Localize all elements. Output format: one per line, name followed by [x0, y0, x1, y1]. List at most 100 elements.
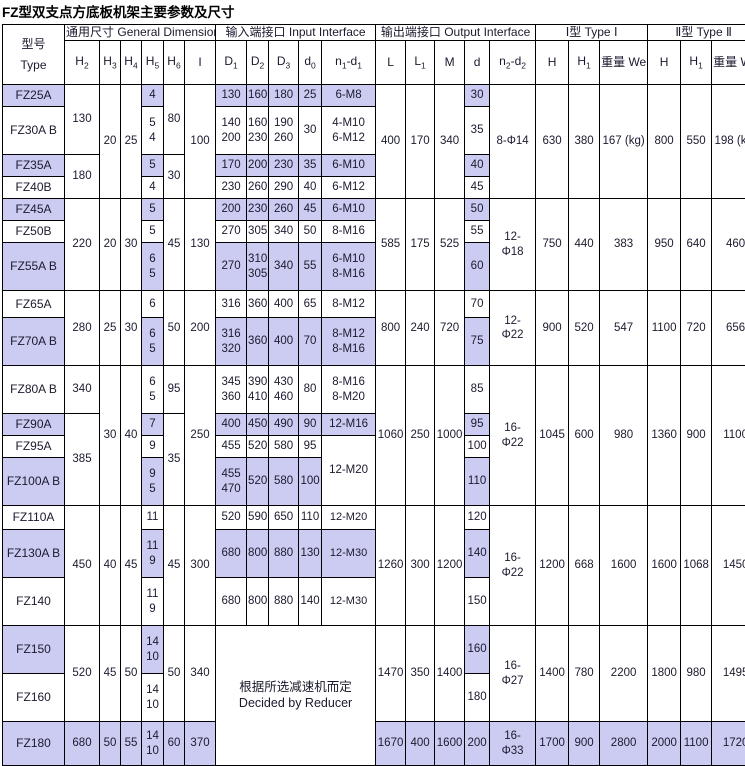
cell-h4: 40 — [121, 366, 142, 506]
cell-type2-weight: 656 — [712, 291, 745, 366]
cell-l1: 300 — [406, 506, 435, 626]
h5-a: 14 — [143, 635, 162, 649]
cell-h6: 80 — [164, 85, 185, 155]
cell-d: 55 — [465, 221, 490, 243]
d2-b: 230 — [248, 131, 267, 145]
h5-a: 5 — [143, 116, 162, 130]
table-row: FZ25A 130 20 25 4 80 100 130 160 180 25 … — [3, 85, 745, 107]
cell-m: 1200 — [435, 506, 465, 626]
d2-a: 390 — [248, 375, 267, 389]
cell-d2: 200 — [247, 155, 269, 177]
header-n1d1: n1-d1 — [322, 41, 376, 85]
cell-d3: 180 — [269, 85, 299, 107]
n1d1-a: 8-M16 — [323, 375, 374, 389]
header-group-row: 型号 Type 通用尺寸 General Dimension 输入端接口 Inp… — [3, 25, 745, 41]
cell-m: 1400 — [435, 626, 465, 722]
cell-i: 130 — [185, 199, 216, 291]
cell-l: 1470 — [376, 626, 406, 722]
n2d2-b: Φ22 — [491, 328, 534, 342]
cell-type2-weight: 1720 — [712, 722, 745, 766]
cell-h3: 45 — [100, 626, 121, 722]
cell-h2: 180 — [65, 155, 100, 199]
cell-h2: 680 — [65, 722, 100, 766]
cell-d0: 130 — [299, 530, 322, 578]
cell-h3: 30 — [100, 366, 121, 506]
d3-a: 430 — [270, 375, 297, 389]
header-d0: d0 — [299, 41, 322, 85]
cell-d0: 45 — [299, 199, 322, 221]
table-row: FZ110A 450 40 45 11 45 300 520 590 650 1… — [3, 506, 745, 530]
cell-type: FZ95A — [3, 436, 65, 458]
cell-d: 85 — [465, 366, 490, 414]
cell-h5: 4 — [142, 177, 164, 199]
h5-b: 10 — [143, 650, 162, 664]
cell-d1: 455 — [216, 436, 247, 458]
cell-n2d2: 16-Φ22 — [490, 506, 536, 626]
n1d1-line2: 6-M12 — [323, 131, 374, 145]
cell-d1: 316 — [216, 291, 247, 318]
cell-l: 1260 — [376, 506, 406, 626]
d1-a: 140 — [217, 116, 245, 130]
cell-type2-h: 1600 — [648, 506, 681, 626]
cell-type1-h1: 668 — [569, 506, 600, 626]
d2-b: 410 — [248, 390, 267, 404]
cell-l: 800 — [376, 291, 406, 366]
cell-d1: 170 — [216, 155, 247, 177]
cell-type2-h1: 720 — [681, 291, 712, 366]
spec-table: 型号 Type 通用尺寸 General Dimension 输入端接口 Inp… — [2, 24, 745, 766]
cell-n1d1: 12-M20 — [322, 436, 376, 506]
cell-d0: 110 — [299, 506, 322, 530]
group-type2-cn: Ⅱ型 — [675, 25, 693, 39]
cell-type1-weight: 2800 — [600, 722, 648, 766]
cell-d: 140 — [465, 530, 490, 578]
header-type2-h: H — [648, 41, 681, 85]
cell-type2-weight: 1100 — [712, 366, 745, 506]
cell-type2-h1: 1068 — [681, 506, 712, 626]
header-l1: L1 — [406, 41, 435, 85]
header-type-cn: 型号 — [4, 37, 63, 52]
cell-type: FZ160 — [3, 674, 65, 722]
cell-type2-h1: 550 — [681, 85, 712, 199]
header-type1-weight: 重量 Weight — [600, 41, 648, 85]
cell-d: 110 — [465, 458, 490, 506]
cell-l1: 170 — [406, 85, 435, 199]
cell-h3: 20 — [100, 199, 121, 291]
cell-type1-weight: 167 (kg) — [600, 85, 648, 199]
cell-n1d1: 12-M30 — [322, 578, 376, 626]
n2d2-b: Φ27 — [491, 674, 534, 688]
group-input-en: Input Interface — [289, 25, 366, 39]
table-row: FZ65A 280 25 30 6 50 200 316 360 400 65 … — [3, 291, 745, 318]
reducer-cn: 根据所选减速机而定 — [217, 680, 374, 696]
h5-b: 5 — [143, 482, 162, 496]
cell-type2-h: 1360 — [648, 366, 681, 506]
cell-h3: 25 — [100, 291, 121, 366]
cell-n2d2: 12-Φ18 — [490, 199, 536, 291]
cell-h6: 30 — [164, 155, 185, 199]
h5-a: 9 — [143, 467, 162, 481]
n2d2-a: 12- — [491, 230, 534, 244]
cell-h5: 4 — [142, 85, 164, 107]
cell-l: 400 — [376, 85, 406, 199]
header-h6: H6 — [164, 41, 185, 85]
group-input-cn: 输入端接口 — [226, 25, 286, 39]
cell-d3: 880 — [269, 530, 299, 578]
cell-d: 95 — [465, 414, 490, 436]
cell-type1-h1: 380 — [569, 85, 600, 199]
cell-d2: 520 — [247, 458, 269, 506]
cell-h6: 35 — [164, 414, 185, 506]
cell-type: FZ45A — [3, 199, 65, 221]
header-type1-h: H — [536, 41, 569, 85]
cell-n1d1: 6-M10 — [322, 199, 376, 221]
header-type: 型号 Type — [3, 25, 65, 85]
cell-type: FZ25A — [3, 85, 65, 107]
cell-h5: 6 — [142, 291, 164, 318]
cell-l: 585 — [376, 199, 406, 291]
h5-a: 14 — [143, 729, 162, 743]
cell-type: FZ70A B — [3, 318, 65, 366]
cell-h4: 30 — [121, 291, 142, 366]
